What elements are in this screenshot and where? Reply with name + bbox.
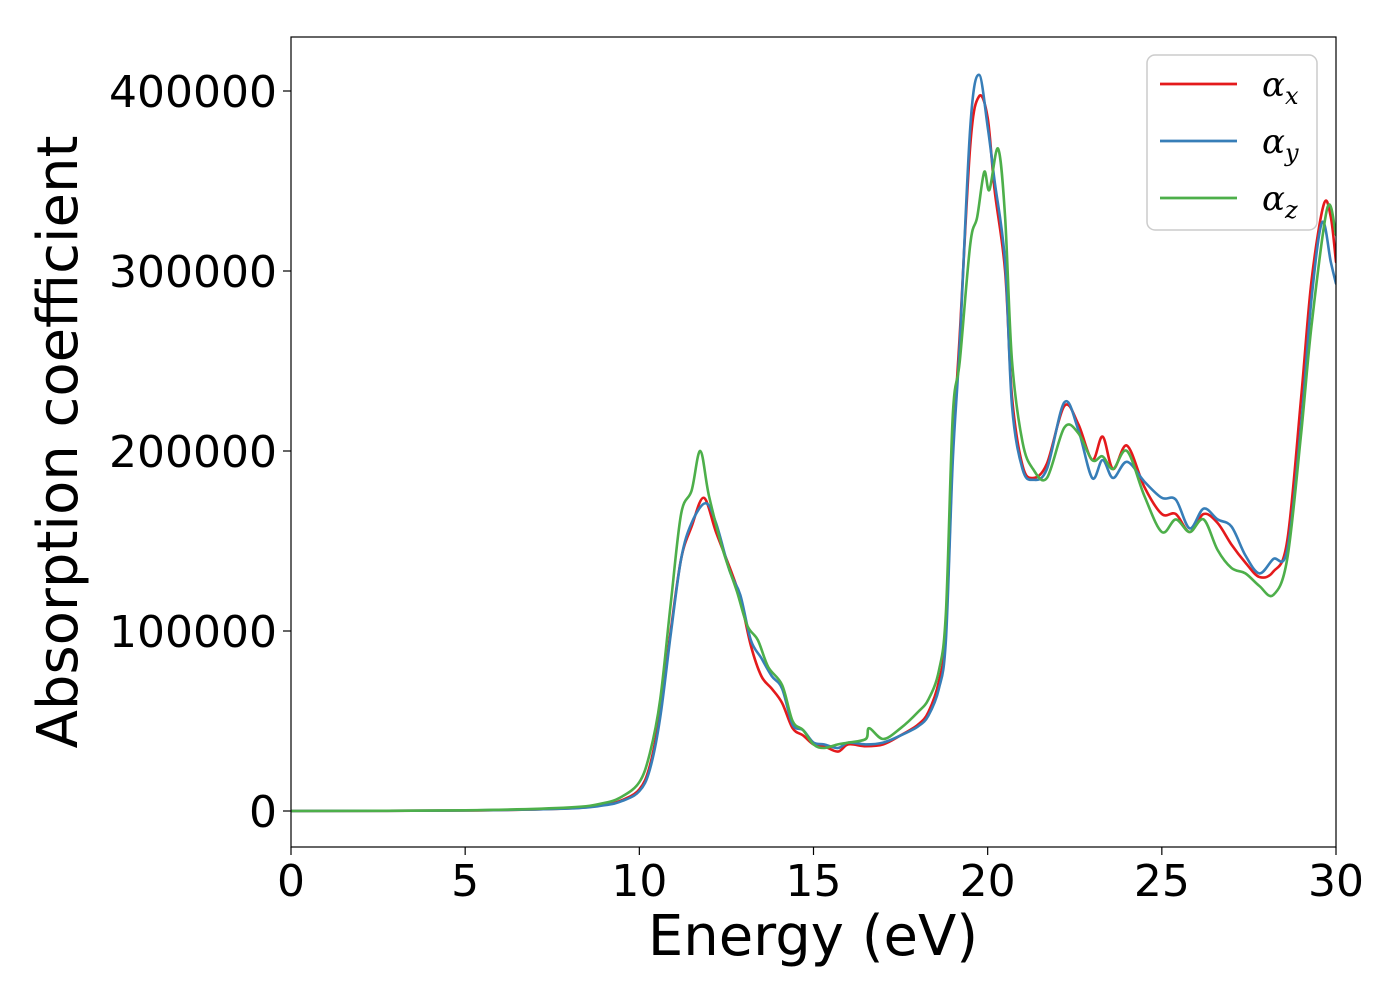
x-axis: 0 5 10 15 20 25 30	[277, 847, 1364, 907]
y-tick-label: 400000	[109, 67, 277, 118]
legend-label-y: αy	[1262, 122, 1299, 167]
x-tick-label: 10	[611, 856, 667, 907]
x-tick-label: 0	[277, 856, 305, 907]
series-line-z	[291, 147, 1336, 813]
legend: αx αy αz	[1146, 54, 1318, 231]
x-tick-label: 15	[786, 856, 842, 907]
x-tick-label: 5	[451, 856, 479, 907]
legend-label-z: αz	[1262, 179, 1298, 224]
y-tick-label: 200000	[109, 427, 277, 478]
legend-box	[1146, 54, 1318, 231]
y-tick-label: 100000	[109, 607, 277, 658]
x-axis-label: Energy (eV)	[648, 904, 978, 969]
x-tick-label: 30	[1308, 856, 1364, 907]
x-tick-label: 25	[1134, 856, 1190, 907]
y-tick-label: 0	[249, 787, 277, 838]
y-axis-label: Absorption coefficient	[26, 136, 91, 749]
y-tick-label: 300000	[109, 247, 277, 298]
x-tick-label: 20	[960, 856, 1016, 907]
series-line-y	[291, 73, 1336, 813]
series-layer	[291, 73, 1336, 813]
legend-label-x: αx	[1262, 65, 1299, 110]
y-axis: 0 100000 200000 300000 400000	[109, 67, 291, 838]
